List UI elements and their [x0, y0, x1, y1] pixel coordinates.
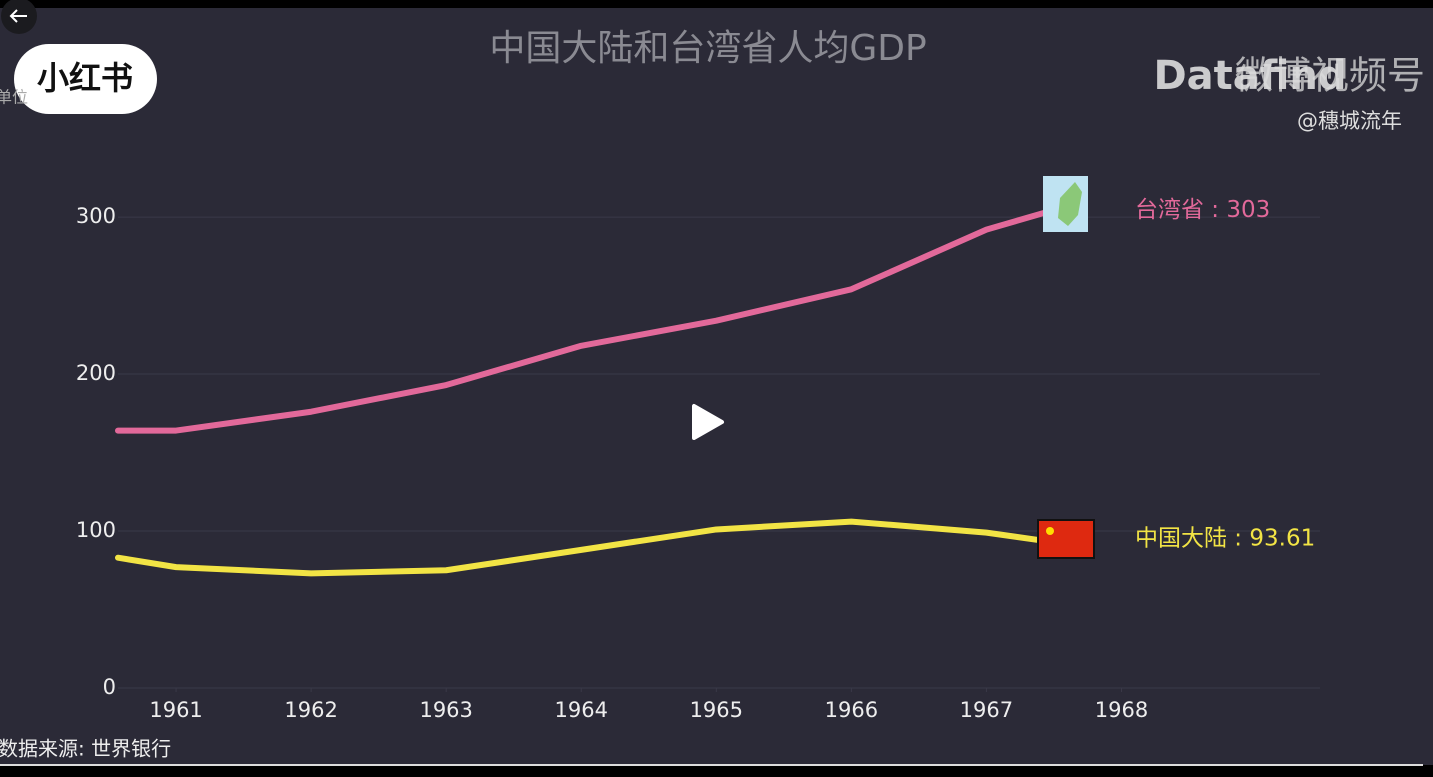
back-icon — [9, 9, 27, 23]
video-frame — [0, 8, 1433, 765]
y-tick-label: 200 — [76, 361, 116, 385]
y-tick-label: 300 — [76, 204, 116, 228]
logo: 小红书 — [37, 59, 133, 97]
plot: 0 100 200 300 1961 1962 1963 1964 1965 1966 1967 19… — [76, 197, 1320, 722]
series-line — [115, 518, 1049, 577]
y-tick-label: 100 — [76, 518, 116, 542]
play-button[interactable] — [692, 404, 724, 440]
x-tick-label: 1961 — [149, 698, 202, 722]
taiwan-icon — [1043, 176, 1088, 232]
unit-label: 单位 — [0, 88, 28, 107]
x-tick-label: 1966 — [825, 698, 878, 722]
x-tick-label: 1964 — [555, 698, 608, 722]
end-label: 台湾省 : 303 — [1135, 197, 1270, 223]
logo-badge — [14, 44, 157, 114]
x-tick-label: 1968 — [1095, 698, 1148, 722]
channel: 微博视频号 — [1235, 54, 1425, 98]
china-flag — [1037, 519, 1095, 559]
x-tick-label: 1963 — [419, 698, 472, 722]
x-tick-label: 1967 — [960, 698, 1013, 722]
watermark: Datafind — [1153, 53, 1346, 99]
series-line — [115, 209, 1049, 434]
end-label: 中国大陆 : 93.61 — [1135, 526, 1315, 552]
x-tick-label: 1962 — [284, 698, 337, 722]
x-tick-label: 1965 — [690, 698, 743, 722]
source: 数据来源: 世界银行 — [0, 737, 171, 761]
y-tick-label: 0 — [103, 675, 116, 699]
author: @穗城流年 — [1297, 109, 1402, 133]
chart-title: 中国大陆和台湾省人均GDP — [489, 28, 926, 69]
